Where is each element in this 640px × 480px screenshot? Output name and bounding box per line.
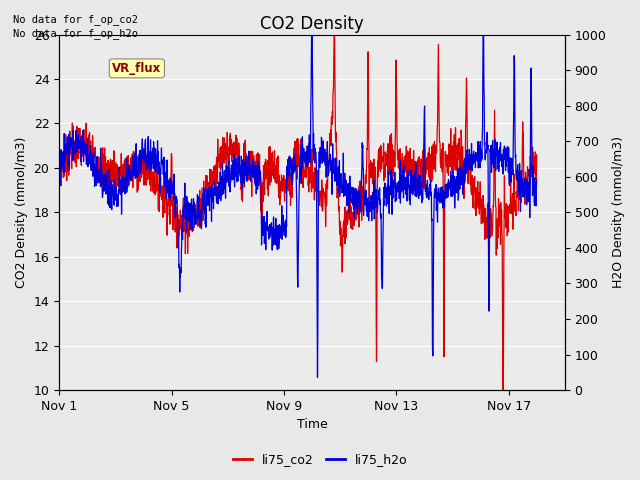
Y-axis label: H2O Density (mmol/m3): H2O Density (mmol/m3) [612,136,625,288]
X-axis label: Time: Time [296,419,328,432]
Text: No data for f_op_h2o: No data for f_op_h2o [13,28,138,39]
Legend: li75_co2, li75_h2o: li75_co2, li75_h2o [228,448,412,471]
Text: No data for f_op_co2: No data for f_op_co2 [13,13,138,24]
Y-axis label: CO2 Density (mmol/m3): CO2 Density (mmol/m3) [15,137,28,288]
Text: VR_flux: VR_flux [112,62,161,75]
Title: CO2 Density: CO2 Density [260,15,364,33]
